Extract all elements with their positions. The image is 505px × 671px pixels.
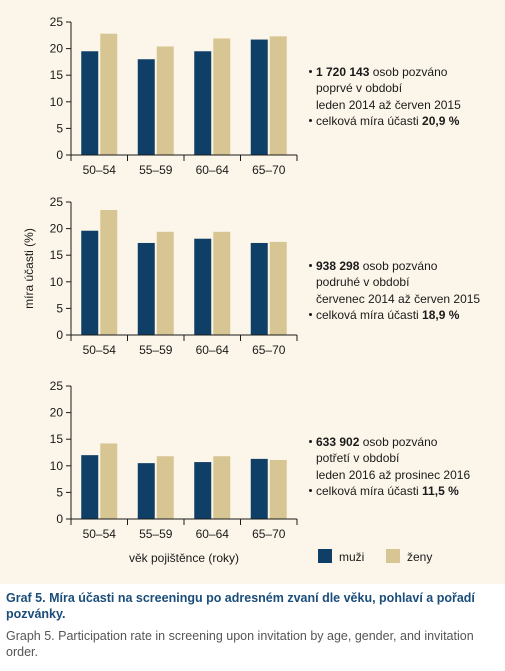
y-tick-label: 10: [50, 459, 64, 473]
legend-swatch-women: [386, 549, 400, 563]
bar-women-55–59: [156, 231, 174, 335]
y-tick-label: 0: [56, 512, 63, 526]
y-tick-label: 15: [50, 432, 64, 446]
bar-men-55–59: [137, 463, 155, 519]
legend-label-men: muži: [339, 550, 364, 564]
bullet-icon: [309, 70, 312, 73]
y-tick-label: 25: [50, 379, 64, 393]
y-tick-label: 20: [50, 42, 64, 56]
bar-men-65–70: [250, 39, 268, 155]
y-axis-label: míra účasti (%): [22, 228, 36, 309]
x-axis-label: věk pojištěnce (roky): [129, 551, 239, 565]
y-tick-label: 25: [50, 195, 64, 209]
y-tick-label: 10: [50, 275, 64, 289]
x-tick-label: 50–54: [83, 343, 117, 357]
invited-text: osob pozváno: [359, 435, 438, 449]
y-tick-label: 5: [56, 121, 63, 135]
y-tick-label: 0: [56, 328, 63, 342]
invited-count: 633 902: [316, 435, 360, 449]
overall-rate: 11,5 %: [422, 484, 459, 499]
bar-women-50–54: [100, 443, 118, 519]
invitation-order-text: podruhé v období: [316, 275, 410, 290]
legend-label-women: ženy: [407, 550, 432, 564]
x-tick-label: 60–64: [196, 163, 230, 177]
overall-rate: 20,9 %: [422, 114, 460, 129]
bar-women-65–70: [269, 36, 287, 155]
y-tick-label: 5: [56, 485, 63, 499]
caption-czech: Graf 5. Míra účasti na screeningu po adr…: [6, 591, 475, 621]
annotation-second-invitation: 938 298 osob pozváno podruhé v období če…: [309, 258, 503, 324]
bar-women-65–70: [269, 241, 287, 335]
period-text: leden 2014 až červen 2015: [316, 97, 461, 112]
y-tick-label: 20: [50, 222, 64, 236]
y-tick-label: 25: [50, 15, 64, 29]
bar-women-55–59: [156, 46, 174, 155]
bar-men-65–70: [250, 458, 268, 519]
bar-women-50–54: [100, 33, 118, 156]
x-tick-label: 60–64: [196, 343, 230, 357]
bar-women-60–64: [213, 456, 231, 519]
bullet-icon: [309, 313, 312, 317]
x-tick-label: 55–59: [139, 343, 173, 357]
rate-label: celková míra účasti: [316, 484, 423, 499]
x-tick-label: 55–59: [139, 163, 173, 177]
annotation-first-invitation: 1 720 143 osob pozváno poprvé v období l…: [309, 64, 503, 130]
bullet-icon: [309, 440, 312, 443]
bullet-icon: [309, 264, 312, 267]
bar-women-65–70: [269, 459, 287, 519]
bar-women-60–64: [213, 38, 231, 155]
bar-men-60–64: [194, 238, 212, 335]
y-tick-label: 10: [50, 95, 64, 109]
invitation-order-text: potřetí v období: [316, 451, 400, 466]
caption-english: Graph 5. Participation rate in screening…: [6, 629, 474, 659]
figure-panel: 50–54 55–59 60–64 65–70 0 5 10 15 20 25 50–54 55–59…: [0, 0, 505, 584]
x-tick-label: 60–64: [196, 527, 230, 541]
bar-men-55–59: [137, 59, 155, 155]
x-tick-label: 65–70: [252, 343, 286, 357]
period-text: leden 2016 až prosinec 2016: [316, 467, 471, 482]
bar-men-50–54: [81, 51, 99, 156]
overall-rate: 18,9 %: [422, 308, 460, 323]
bar-women-50–54: [100, 209, 118, 335]
x-tick-label: 50–54: [83, 163, 117, 177]
rate-label: celková míra účasti: [316, 114, 423, 129]
bar-men-55–59: [137, 242, 155, 335]
x-tick-label: 55–59: [139, 527, 173, 541]
annotation-third-invitation: 633 902 osob pozváno potřetí v období le…: [309, 434, 503, 500]
bar-men-50–54: [81, 230, 99, 335]
bar-men-60–64: [194, 51, 212, 156]
y-tick-label: 0: [56, 148, 63, 162]
y-tick-label: 5: [56, 301, 63, 315]
bullet-icon: [309, 119, 312, 123]
x-tick-label: 65–70: [252, 163, 286, 177]
x-tick-label: 50–54: [83, 527, 117, 541]
y-tick-label: 15: [50, 248, 64, 262]
bar-men-60–64: [194, 462, 212, 519]
invitation-order-text: poprvé v období: [316, 81, 403, 96]
bar-women-60–64: [213, 231, 231, 335]
legend-swatch-men: [318, 549, 332, 563]
invited-count: 938 298: [316, 259, 360, 273]
invited-text: osob pozváno: [369, 65, 448, 79]
rate-label: celková míra účasti: [316, 308, 423, 323]
invited-count: 1 720 143: [316, 65, 370, 79]
x-tick-label: 65–70: [252, 527, 286, 541]
y-tick-label: 20: [50, 406, 64, 420]
bar-women-55–59: [156, 456, 174, 519]
invited-text: osob pozváno: [359, 259, 438, 273]
bullet-icon: [309, 489, 312, 493]
period-text: červenec 2014 až červen 2015: [316, 291, 481, 306]
participation-chart: 50–54 55–59 60–64 65–70 0 5 10 15 20 25 50–54 55–59…: [22, 15, 432, 565]
y-tick-label: 15: [50, 68, 64, 82]
bar-men-50–54: [81, 455, 99, 519]
bar-men-65–70: [250, 242, 268, 335]
